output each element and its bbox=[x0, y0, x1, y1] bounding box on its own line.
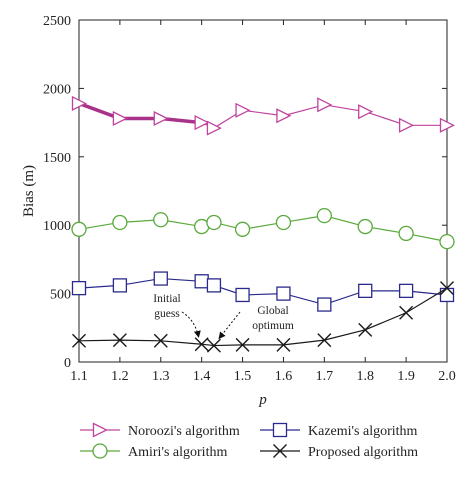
data-point-noroozi-s-algorithm bbox=[276, 108, 292, 124]
x-tick-label: 1.5 bbox=[234, 369, 252, 384]
y-tick-label: 2500 bbox=[43, 14, 71, 29]
x-tick-label: 1.4 bbox=[193, 369, 211, 384]
series-line-noroozi-s-algorithm bbox=[78, 102, 447, 129]
data-point-amiri-s-algorithm bbox=[112, 214, 128, 231]
data-point-kazemi-s-algorithm bbox=[276, 286, 291, 301]
series-line-kazemi-s-algorithm bbox=[78, 277, 448, 306]
legend-item-kazemi-s-algorithm: Kazemi's algorithm bbox=[260, 422, 418, 439]
highlight-segment-noroozi-s-algorithm bbox=[78, 101, 202, 125]
plot-frame bbox=[78, 19, 448, 363]
plot-area bbox=[78, 19, 448, 363]
series-kazemi-s-algorithm bbox=[71, 271, 455, 312]
legend-item-noroozi-s-algorithm: Noroozi's algorithm bbox=[80, 422, 240, 439]
y-tick-label: 500 bbox=[50, 288, 71, 303]
x-tick-label: 1.1 bbox=[70, 369, 88, 384]
data-point-noroozi-s-algorithm bbox=[439, 117, 455, 133]
annotation-arrow-initial-guess bbox=[181, 311, 201, 338]
annotation-layer: Initial guess Global optimum bbox=[153, 293, 294, 340]
data-point-proposed-algorithm bbox=[194, 337, 209, 352]
data-point-kazemi-s-algorithm bbox=[398, 283, 414, 299]
data-point-kazemi-s-algorithm bbox=[317, 297, 332, 312]
series-noroozi-s-algorithm bbox=[71, 95, 455, 136]
data-point-kazemi-s-algorithm bbox=[235, 287, 250, 303]
legend-marker-amiri-s-algorithm bbox=[92, 443, 108, 459]
data-point-amiri-s-algorithm bbox=[316, 207, 332, 224]
x-tick-label: 2.0 bbox=[438, 369, 456, 384]
series-line-amiri-s-algorithm bbox=[78, 215, 448, 243]
y-tick-label: 2000 bbox=[43, 82, 71, 97]
data-point-amiri-s-algorithm bbox=[71, 221, 87, 237]
annotation-line: Initial bbox=[153, 293, 180, 305]
data-point-noroozi-s-algorithm bbox=[206, 120, 222, 136]
data-point-amiri-s-algorithm bbox=[153, 212, 169, 228]
legend-label-kazemi-s-algorithm: Kazemi's algorithm bbox=[308, 424, 418, 439]
annotation-line: optimum bbox=[252, 320, 294, 332]
data-point-noroozi-s-algorithm bbox=[317, 97, 333, 113]
legend-label-proposed-algorithm: Proposed algorithm bbox=[308, 445, 418, 460]
data-point-proposed-algorithm bbox=[153, 333, 168, 348]
data-point-noroozi-s-algorithm bbox=[398, 117, 415, 133]
data-point-amiri-s-algorithm bbox=[357, 218, 373, 235]
y-tick-label: 1000 bbox=[43, 219, 71, 234]
data-point-noroozi-s-algorithm bbox=[194, 115, 210, 131]
annotation-global-optimum: Global optimum bbox=[252, 305, 294, 332]
data-point-proposed-algorithm bbox=[112, 333, 127, 348]
data-point-proposed-algorithm bbox=[235, 337, 250, 352]
data-point-proposed-algorithm bbox=[440, 281, 454, 296]
annotation-line: Global bbox=[257, 305, 288, 317]
data-point-proposed-algorithm bbox=[72, 333, 86, 348]
series-amiri-s-algorithm bbox=[71, 207, 455, 250]
data-point-kazemi-s-algorithm bbox=[358, 283, 373, 299]
legend-item-amiri-s-algorithm: Amiri's algorithm bbox=[80, 443, 227, 460]
y-tick-label: 1500 bbox=[43, 151, 71, 166]
legend-marker-kazemi-s-algorithm bbox=[272, 422, 288, 438]
x-tick-label: 1.9 bbox=[397, 369, 415, 384]
data-point-proposed-algorithm bbox=[276, 337, 291, 352]
legend-marker-proposed-algorithm bbox=[273, 444, 287, 458]
data-point-noroozi-s-algorithm bbox=[112, 110, 128, 127]
data-point-kazemi-s-algorithm bbox=[206, 278, 222, 293]
annotation-line: guess bbox=[154, 308, 180, 320]
data-point-kazemi-s-algorithm bbox=[112, 278, 128, 293]
data-point-amiri-s-algorithm bbox=[439, 233, 455, 250]
data-point-proposed-algorithm bbox=[206, 338, 221, 353]
axes: 1.1 1.2 1.3 1.4 1.5 1.6 1.7 1.8 1.9 2.0 0 500 1000 15… bbox=[21, 14, 456, 408]
series-proposed-algorithm bbox=[72, 281, 454, 353]
x-tick-label: 1.6 bbox=[275, 369, 293, 384]
y-axis-label: Bias (m) bbox=[21, 165, 37, 217]
annotation-initial-guess: Initial guess bbox=[153, 293, 180, 320]
data-point-noroozi-s-algorithm bbox=[358, 104, 374, 120]
data-point-proposed-algorithm bbox=[358, 322, 373, 337]
legend-marker-noroozi-s-algorithm bbox=[92, 422, 108, 438]
x-tick-label: 1.3 bbox=[152, 369, 170, 384]
data-point-amiri-s-algorithm bbox=[275, 214, 292, 231]
data-point-proposed-algorithm bbox=[317, 333, 332, 348]
x-axis-label: p bbox=[258, 392, 267, 408]
data-point-kazemi-s-algorithm bbox=[153, 271, 168, 286]
series-layer bbox=[71, 95, 455, 353]
data-point-amiri-s-algorithm bbox=[234, 221, 251, 237]
data-point-noroozi-s-algorithm bbox=[71, 95, 87, 111]
legend-item-proposed-algorithm: Proposed algorithm bbox=[260, 444, 418, 460]
x-tick-label: 1.2 bbox=[111, 369, 129, 384]
x-tick-label: 1.8 bbox=[356, 369, 374, 384]
data-point-amiri-s-algorithm bbox=[206, 214, 222, 231]
data-point-kazemi-s-algorithm bbox=[71, 280, 87, 296]
data-point-kazemi-s-algorithm bbox=[194, 274, 209, 289]
x-tick-label: 1.7 bbox=[316, 369, 334, 384]
legend-label-noroozi-s-algorithm: Noroozi's algorithm bbox=[128, 424, 240, 439]
annotation-arrow-global-optimum bbox=[218, 311, 241, 340]
legend: Noroozi's algorithm Kazemi's algorithm Ami… bbox=[80, 422, 418, 460]
data-point-amiri-s-algorithm bbox=[398, 225, 414, 242]
data-point-proposed-algorithm bbox=[399, 305, 414, 320]
y-tick-label: 0 bbox=[64, 356, 71, 371]
legend-label-amiri-s-algorithm: Amiri's algorithm bbox=[128, 445, 227, 460]
data-point-noroozi-s-algorithm bbox=[235, 102, 251, 118]
data-point-noroozi-s-algorithm bbox=[153, 110, 169, 127]
